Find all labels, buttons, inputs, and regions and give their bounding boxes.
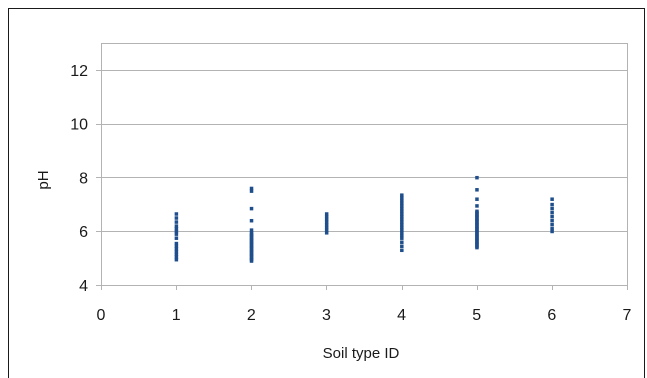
x-tick-label: 2 <box>247 307 256 324</box>
data-point <box>475 209 479 214</box>
data-point <box>400 223 404 227</box>
data-point <box>249 231 254 235</box>
data-point <box>400 196 404 200</box>
data-point <box>475 188 479 192</box>
data-point <box>400 240 404 244</box>
data-point <box>174 224 179 228</box>
data-point <box>400 228 404 232</box>
data-point <box>400 236 404 240</box>
data-point <box>249 218 254 223</box>
data-point <box>550 210 554 215</box>
data-point <box>174 227 179 231</box>
y-tick-label: 6 <box>79 224 88 241</box>
data-point <box>324 214 329 219</box>
data-point <box>400 214 404 219</box>
data-point <box>400 212 404 216</box>
data-point <box>249 228 254 232</box>
data-point <box>400 244 404 249</box>
data-point <box>475 197 479 201</box>
data-point <box>174 252 179 257</box>
data-point <box>400 198 404 203</box>
data-point <box>550 227 554 231</box>
data-point <box>174 257 179 262</box>
data-point <box>550 223 554 227</box>
data-point <box>324 225 329 230</box>
data-point <box>174 216 179 220</box>
x-tick-label: 1 <box>172 307 181 324</box>
x-tick-label: 0 <box>97 307 106 324</box>
data-point <box>174 255 179 259</box>
chart-frame <box>8 8 645 378</box>
data-point <box>249 189 254 193</box>
data-point <box>249 206 254 211</box>
data-point <box>324 220 329 224</box>
x-tick-label: 5 <box>472 307 481 324</box>
y-tick-label: 8 <box>79 170 88 187</box>
data-point <box>400 248 404 253</box>
data-point <box>400 231 404 235</box>
x-tick-label: 3 <box>322 307 331 324</box>
data-point <box>400 201 404 205</box>
data-point <box>550 206 554 211</box>
y-tick-label: 4 <box>79 278 88 295</box>
axes <box>96 43 628 290</box>
data-point <box>174 244 179 249</box>
data-point <box>174 236 179 240</box>
data-point <box>400 217 404 222</box>
data-point <box>400 206 404 211</box>
data-point <box>400 209 404 214</box>
x-tick-label: 6 <box>547 307 556 324</box>
data-point <box>324 217 329 222</box>
x-tick-label: 7 <box>623 307 632 324</box>
data-point <box>400 193 404 197</box>
data-point <box>174 220 179 224</box>
data-point <box>475 175 479 180</box>
data-point <box>550 218 554 223</box>
y-axis-title: pH <box>35 170 52 189</box>
data-point <box>400 233 404 238</box>
data-point <box>249 186 254 191</box>
y-tick-label: 12 <box>70 63 88 80</box>
data-point <box>174 232 179 236</box>
data-point <box>400 225 404 230</box>
data-point <box>324 223 329 227</box>
x-axis-title: Soil type ID <box>323 345 400 362</box>
x-tick-label: 4 <box>397 307 406 324</box>
data-point <box>550 197 554 201</box>
data-point <box>550 229 554 234</box>
data-points <box>174 175 554 263</box>
data-point <box>174 229 179 234</box>
data-point <box>400 204 404 208</box>
data-point <box>174 241 179 246</box>
data-point <box>475 204 479 208</box>
data-point <box>324 228 329 232</box>
data-point <box>550 214 554 219</box>
gridlines <box>101 43 628 286</box>
data-point <box>174 249 179 254</box>
data-point <box>324 231 329 235</box>
data-point <box>174 247 179 251</box>
data-point <box>550 202 554 207</box>
data-point <box>400 220 404 224</box>
y-tick-label: 10 <box>70 117 88 134</box>
data-point <box>174 212 179 216</box>
data-point <box>324 212 329 216</box>
